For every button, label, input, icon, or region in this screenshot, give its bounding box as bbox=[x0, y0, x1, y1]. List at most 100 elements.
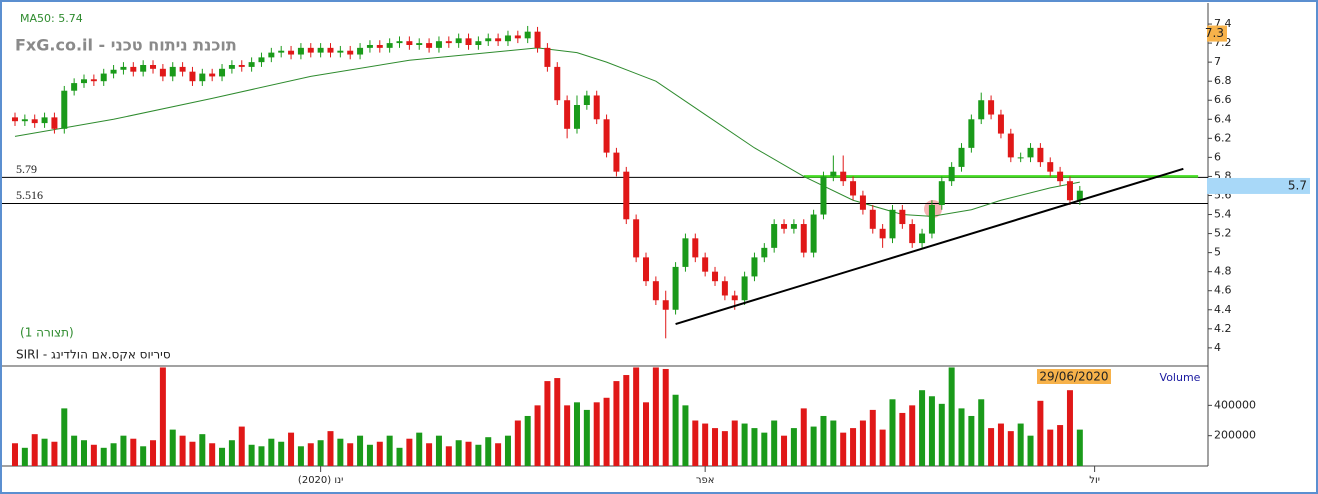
volume-bar bbox=[919, 390, 926, 466]
candle-body bbox=[879, 228, 886, 239]
volume-bar bbox=[869, 409, 876, 466]
candle-body bbox=[820, 176, 827, 215]
candle-body bbox=[850, 181, 857, 196]
candle-body bbox=[495, 38, 502, 42]
candle-body bbox=[21, 119, 28, 122]
volume-bar bbox=[258, 446, 265, 466]
volume-bar bbox=[879, 429, 886, 466]
volume-bar bbox=[248, 444, 255, 466]
candle-body bbox=[41, 117, 48, 124]
volume-bar bbox=[347, 443, 354, 466]
candle-body bbox=[1076, 190, 1083, 201]
volume-bar bbox=[238, 426, 245, 466]
candle-body bbox=[159, 68, 166, 77]
candle-body bbox=[31, 119, 38, 124]
candle-body bbox=[71, 83, 78, 91]
candle-body bbox=[1017, 157, 1024, 159]
candle-body bbox=[199, 73, 206, 82]
candle-body bbox=[948, 166, 955, 182]
volume-bar bbox=[731, 420, 738, 466]
volume-bar bbox=[41, 438, 48, 466]
date-tag bbox=[1037, 369, 1111, 384]
volume-bar bbox=[1076, 429, 1083, 466]
volume-bar bbox=[948, 367, 955, 466]
candle-body bbox=[317, 47, 324, 53]
candle-body bbox=[278, 50, 285, 53]
volume-bar bbox=[1047, 429, 1054, 466]
y-tick-label: 4 bbox=[1214, 341, 1221, 354]
volume-bar bbox=[820, 415, 827, 466]
volume-bar bbox=[564, 405, 571, 466]
volume-bar bbox=[297, 446, 304, 466]
candle-body bbox=[682, 238, 689, 267]
volume-bar bbox=[623, 375, 630, 466]
candle-body bbox=[544, 47, 551, 67]
symbol-label: SIRI - סיריוס אקס.אם הולדינג bbox=[16, 348, 171, 362]
volume-bar bbox=[859, 420, 866, 466]
candle-body bbox=[238, 65, 245, 67]
candle-body bbox=[958, 147, 965, 167]
candle-body bbox=[1007, 133, 1014, 158]
volume-bar bbox=[751, 428, 758, 466]
candle-body bbox=[228, 65, 235, 69]
candle-body bbox=[997, 114, 1004, 134]
volume-bar bbox=[524, 415, 531, 466]
candle-body bbox=[288, 50, 295, 55]
candle-body bbox=[702, 257, 709, 272]
candle-body bbox=[110, 69, 117, 74]
y-tick-label: 5.4 bbox=[1214, 208, 1232, 221]
ma-line bbox=[14, 47, 1080, 217]
candle-body bbox=[61, 90, 68, 129]
candle-body bbox=[652, 281, 659, 301]
volume-bar bbox=[573, 402, 580, 466]
candle-body bbox=[603, 119, 610, 153]
volume-bar bbox=[1057, 425, 1064, 466]
volume-bar bbox=[169, 429, 176, 466]
volume-bar bbox=[741, 423, 748, 466]
candle-body bbox=[593, 95, 600, 120]
volume-bar bbox=[958, 408, 965, 466]
volume-bar bbox=[228, 440, 235, 466]
candle-body bbox=[140, 65, 147, 72]
candle-body bbox=[721, 281, 728, 296]
price-tag-label: 7.3 bbox=[1205, 26, 1224, 40]
ma-legend: MA50: 5.74 bbox=[20, 12, 83, 25]
volume-bar bbox=[810, 426, 817, 466]
price-tag bbox=[1207, 177, 1310, 194]
candle-body bbox=[416, 43, 423, 45]
volume-bar bbox=[603, 397, 610, 466]
volume-bar bbox=[31, 434, 38, 466]
candle-body bbox=[1047, 162, 1054, 172]
candle-body bbox=[169, 66, 176, 77]
volume-bar bbox=[465, 441, 472, 466]
volume-bar bbox=[71, 435, 78, 466]
candle-body bbox=[90, 79, 97, 82]
volume-bar bbox=[672, 394, 679, 466]
volume-bar bbox=[435, 435, 442, 466]
volume-bar bbox=[583, 409, 590, 466]
x-tick-label: ינו (2020) bbox=[298, 475, 343, 486]
config-note: (תצורה 1) bbox=[20, 326, 74, 340]
volume-bar bbox=[90, 444, 97, 466]
y-tick-label: 200000 bbox=[1214, 429, 1256, 442]
candle-body bbox=[120, 66, 127, 70]
volume-bar bbox=[613, 381, 620, 466]
volume-bar bbox=[909, 405, 916, 466]
candle-body bbox=[909, 224, 916, 244]
volume-bar bbox=[179, 435, 186, 466]
volume-bar bbox=[81, 440, 88, 466]
candle-body bbox=[869, 209, 876, 229]
y-tick-label: 5 bbox=[1214, 246, 1221, 259]
candle-body bbox=[938, 181, 945, 205]
volume-bar bbox=[554, 378, 561, 466]
candle-body bbox=[100, 73, 107, 82]
volume-bar bbox=[199, 434, 206, 466]
candle-body bbox=[179, 66, 186, 72]
level-label: 5.79 bbox=[16, 162, 37, 176]
candle-body bbox=[445, 41, 452, 44]
volume-bar bbox=[366, 444, 373, 466]
volume-bar bbox=[317, 440, 324, 466]
candle-body bbox=[297, 47, 304, 55]
candle-body bbox=[51, 117, 58, 129]
